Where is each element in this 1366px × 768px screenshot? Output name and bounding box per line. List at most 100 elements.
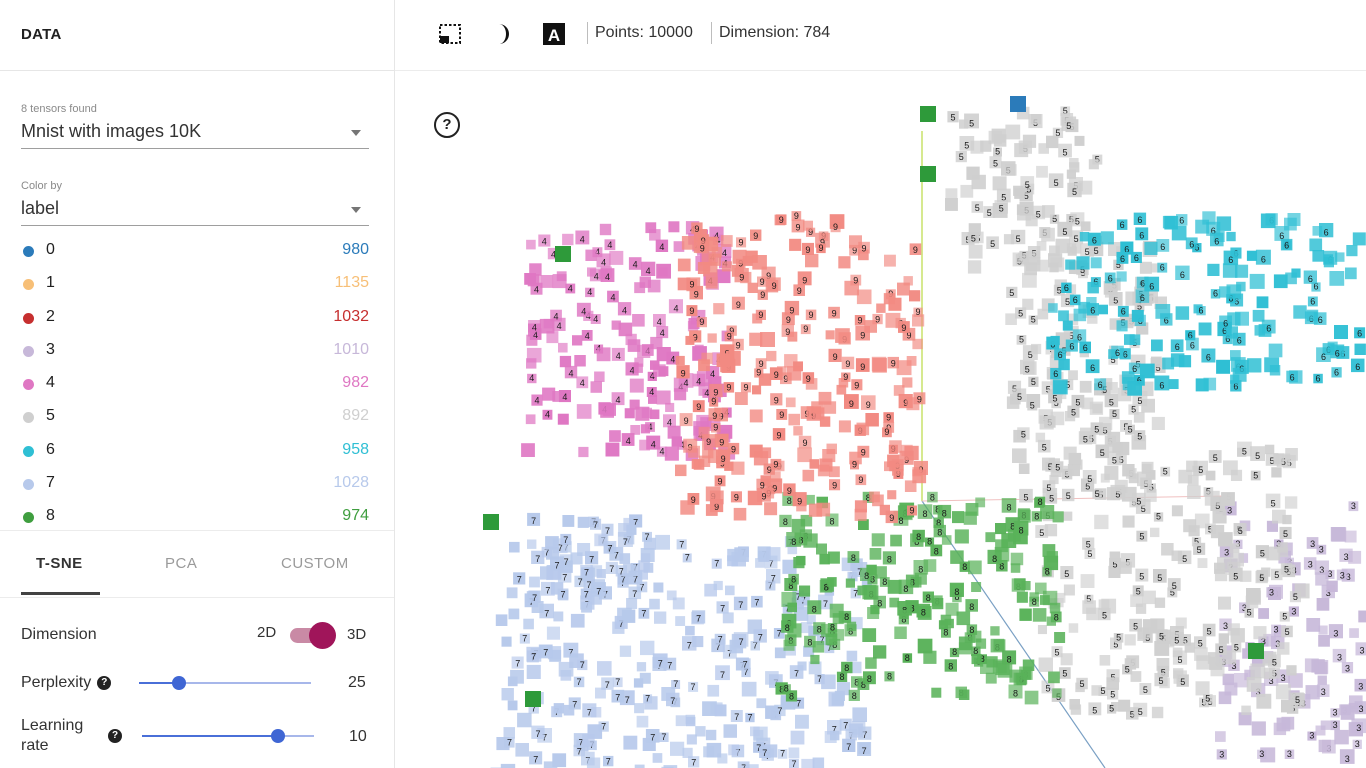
legend-item[interactable]: 5 892 xyxy=(21,404,369,437)
point-digit-6 xyxy=(1085,359,1100,374)
legend-label: 1 xyxy=(46,274,55,292)
point-digit-7 xyxy=(741,681,757,697)
point-glyph: 9 xyxy=(766,271,771,281)
help-icon[interactable]: ? xyxy=(97,675,112,690)
learning-rate-slider-knob[interactable] xyxy=(271,729,285,743)
point-digit-5 xyxy=(1171,505,1183,517)
point-digit-6 xyxy=(1307,296,1318,307)
point-digit-4 xyxy=(645,222,657,234)
point-glyph: 8 xyxy=(936,518,941,528)
point-digit-5 xyxy=(1271,467,1282,478)
point-glyph: 8 xyxy=(954,587,959,597)
help-icon[interactable]: ? xyxy=(434,112,460,138)
point-glyph: 5 xyxy=(1100,686,1105,696)
night-mode-icon[interactable] xyxy=(492,22,516,46)
point-digit-8 xyxy=(873,595,886,609)
point-glyph: 8 xyxy=(877,598,882,608)
point-digit-9 xyxy=(770,458,782,470)
point-glyph: 4 xyxy=(615,395,620,405)
point-digit-9 xyxy=(902,377,913,388)
point-digit-9 xyxy=(679,413,693,427)
point-glyph: 5 xyxy=(1074,234,1079,244)
point-glyph: 8 xyxy=(852,691,857,701)
colorby-dropdown[interactable]: label xyxy=(21,198,369,226)
point-digit-5 xyxy=(1237,441,1252,457)
point-digit-4 xyxy=(540,275,554,288)
scatter-plot[interactable]: 3333333333333333333333333333333333333333… xyxy=(395,71,1366,768)
point-glyph: 5 xyxy=(1065,380,1070,390)
point-digit-8 xyxy=(1032,608,1047,622)
point-digit-7 xyxy=(688,756,700,768)
point-digit-5 xyxy=(1061,116,1077,132)
point-digit-6 xyxy=(1255,249,1271,265)
point-digit-5 xyxy=(1080,243,1094,257)
point-glyph: 8 xyxy=(1054,612,1059,622)
legend-item[interactable]: 4 982 xyxy=(21,371,369,404)
point-digit-8 xyxy=(898,579,914,595)
learning-rate-slider[interactable] xyxy=(142,729,314,743)
tensor-dropdown[interactable]: Mnist with images 10K xyxy=(21,121,369,149)
point-digit-6 xyxy=(1329,271,1345,286)
tab-pca[interactable]: PCA xyxy=(165,555,198,572)
point-digit-7 xyxy=(842,738,856,752)
toolbar-divider xyxy=(587,22,588,44)
tab-tsne[interactable]: T-SNE xyxy=(36,555,83,572)
point-digit-8 xyxy=(950,583,964,597)
point-glyph: 9 xyxy=(729,326,734,336)
point-digit-7 xyxy=(733,632,749,647)
legend-label: 7 xyxy=(46,474,55,492)
point-digit-5 xyxy=(1078,431,1093,445)
point-glyph: 6 xyxy=(1139,230,1144,240)
point-digit-6 xyxy=(1129,334,1141,346)
point-digit-9 xyxy=(749,409,763,423)
point-digit-3 xyxy=(1358,610,1366,623)
perplexity-slider-knob[interactable] xyxy=(172,676,186,690)
point-digit-8 xyxy=(847,551,860,563)
point-digit-5 xyxy=(1005,124,1021,140)
point-digit-6 xyxy=(1352,232,1366,246)
point-digit-5 xyxy=(1188,525,1200,537)
point-glyph: 8 xyxy=(918,565,923,575)
tab-custom[interactable]: CUSTOM xyxy=(281,555,349,572)
point-digit-5 xyxy=(1217,556,1232,572)
point-glyph: 8 xyxy=(824,583,829,593)
point-digit-5 xyxy=(1054,598,1064,608)
point-digit-4 xyxy=(542,409,553,420)
point-digit-7 xyxy=(500,763,516,768)
point-glyph: 4 xyxy=(659,242,664,252)
point-glyph: 5 xyxy=(1025,364,1030,374)
point-digit-4 xyxy=(565,283,576,294)
legend-item[interactable]: 6 958 xyxy=(21,438,369,471)
point-glyph: 8 xyxy=(948,662,953,672)
help-icon[interactable]: ? xyxy=(108,729,122,743)
legend-item[interactable]: 8 974 xyxy=(21,504,369,537)
dimension-toggle-knob[interactable] xyxy=(309,622,336,649)
point-glyph: 4 xyxy=(616,351,621,361)
legend-item[interactable]: 2 1032 xyxy=(21,305,369,338)
point-digit-4 xyxy=(526,358,537,369)
point-digit-8 xyxy=(923,559,937,572)
perplexity-slider[interactable] xyxy=(139,676,311,690)
point-glyph: 5 xyxy=(1295,695,1300,705)
tensor-selector[interactable]: 8 tensors found Mnist with images 10K xyxy=(21,103,369,149)
legend-item[interactable]: 1 1135 xyxy=(21,271,369,304)
point-glyph: 9 xyxy=(758,310,763,320)
point-glyph: 5 xyxy=(1111,355,1116,365)
point-digit-6 xyxy=(1162,357,1175,370)
point-digit-5 xyxy=(960,184,974,198)
point-digit-4 xyxy=(572,335,583,346)
point-digit-7 xyxy=(663,765,678,768)
legend-item[interactable]: 0 980 xyxy=(21,238,369,271)
point-digit-5 xyxy=(1084,548,1096,559)
point-glyph: 4 xyxy=(667,417,672,427)
legend-item[interactable]: 7 1028 xyxy=(21,471,369,504)
point-glyph: 9 xyxy=(772,483,777,493)
legend-item[interactable]: 3 1010 xyxy=(21,338,369,371)
select-rect-icon[interactable] xyxy=(438,22,462,46)
colorby-selector[interactable]: Color by label xyxy=(21,180,369,226)
labels-3d-icon[interactable]: A xyxy=(542,22,566,46)
point-glyph: 9 xyxy=(806,374,811,384)
point-glyph: 5 xyxy=(1215,501,1220,511)
point-digit-7 xyxy=(573,744,585,757)
